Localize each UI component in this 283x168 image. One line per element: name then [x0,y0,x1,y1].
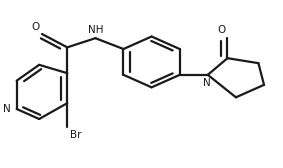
Text: O: O [31,22,40,32]
Text: Br: Br [70,130,81,140]
Text: N: N [203,78,210,88]
Text: O: O [217,25,225,35]
Text: NH: NH [88,25,103,34]
Text: N: N [3,104,10,114]
